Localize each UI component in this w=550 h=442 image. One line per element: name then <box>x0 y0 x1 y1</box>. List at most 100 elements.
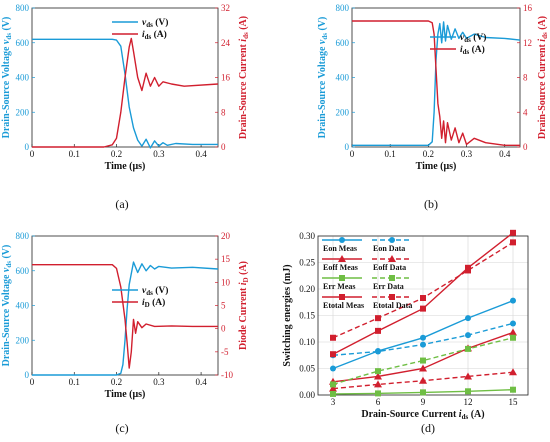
data-point-circle <box>375 348 381 355</box>
panel-c: 0 0.1 0.2 0.3 0.4 0 200 400 600 800 -10 -5 0 5 10 15 20 T… <box>1 231 250 435</box>
legend-label: ids (A) <box>460 44 485 56</box>
y-left-tick-label: 400 <box>16 301 30 311</box>
x-tick-label: 6 <box>376 397 381 407</box>
x-tick-label: 3 <box>331 397 336 407</box>
series-line-current <box>352 20 520 146</box>
data-point-square <box>510 239 516 246</box>
y-right-tick-label: 16 <box>221 73 231 83</box>
y-right-tick-label: 24 <box>221 38 231 48</box>
data-point-triangle <box>374 372 382 380</box>
legend-label: Eon Data <box>373 244 405 253</box>
y-right-tick-label: 12 <box>523 38 532 48</box>
data-point-square <box>465 345 471 352</box>
legend-label: Eoff Meas <box>323 263 358 272</box>
data-point-triangle <box>388 255 396 262</box>
data-point-square <box>420 295 426 302</box>
series-line-voltage <box>32 38 218 149</box>
x-tick-label: 0.2 <box>423 149 434 159</box>
y-right-tick-label: 10 <box>221 277 231 287</box>
y-tick-label: 0.25 <box>299 258 315 268</box>
data-point-circle <box>420 334 426 341</box>
y-tick-label: 0.20 <box>299 284 315 294</box>
data-point-square <box>330 381 336 388</box>
data-point-circle <box>510 297 516 304</box>
x-tick-label: 0.2 <box>111 149 122 159</box>
data-point-square <box>465 267 471 274</box>
x-tick-label: 12 <box>464 397 473 407</box>
y-right-tick-label: 4 <box>523 107 528 117</box>
legend-label: Err Data <box>373 282 404 291</box>
data-point-square <box>375 327 381 334</box>
panel-d: 3 6 9 12 15 0.00 0.05 0.10 0.15 0.20 0.25 0.30 Drain… <box>282 229 529 435</box>
y-right-tick-label: 0 <box>221 324 226 334</box>
x-tick-label: 9 <box>421 397 426 407</box>
legend-label: vds (V) <box>142 285 168 297</box>
x-tick-label: 0.3 <box>153 149 165 159</box>
data-point-square <box>375 315 381 322</box>
panel-label: (c) <box>115 421 128 435</box>
y-right-tick-label: 16 <box>523 3 533 13</box>
series-line-current <box>32 264 218 369</box>
data-point-triangle <box>509 368 517 376</box>
data-point-circle <box>465 315 471 322</box>
x-axis-label: Time (μs) <box>105 389 146 400</box>
x-axis-label: Time (μs) <box>416 161 457 172</box>
y-right-tick-label: 32 <box>221 3 230 13</box>
y-left-tick-label: 400 <box>336 73 350 83</box>
legend-label: Etotal Data <box>373 301 412 310</box>
data-point-triangle <box>464 372 472 380</box>
legend-label: iD (A) <box>142 297 165 309</box>
y-left-tick-label: 0 <box>25 142 30 152</box>
data-point-circle <box>465 332 471 339</box>
x-tick-label: 0.4 <box>195 377 207 387</box>
data-point-triangle <box>419 376 427 384</box>
y-left-tick-label: 200 <box>336 107 350 117</box>
legend-label: Err Meas <box>323 282 356 291</box>
y-left-tick-label: 600 <box>16 266 30 276</box>
y-right-tick-label: 15 <box>221 254 231 264</box>
y-left-tick-label: 800 <box>16 3 30 13</box>
x-tick-label: 0 <box>30 377 35 387</box>
panel-label: (b) <box>424 197 438 211</box>
y-left-axis-label: Drain-Source Voltage vds (V) <box>317 17 329 139</box>
x-axis-label: Drain-Source Current ids (A) <box>361 409 484 421</box>
y-right-tick-label: 20 <box>221 231 231 241</box>
y-tick-label: 0.10 <box>299 337 315 347</box>
x-tick-label: 15 <box>509 397 519 407</box>
y-left-tick-label: 0 <box>345 142 350 152</box>
data-point-triangle <box>338 255 346 262</box>
x-tick-label: 0.2 <box>111 377 122 387</box>
data-point-square <box>510 386 516 393</box>
plot-frame <box>31 235 219 376</box>
data-point-square <box>465 388 471 395</box>
data-point-square <box>420 389 426 396</box>
x-tick-label: 0 <box>350 149 355 159</box>
y-left-tick-label: 200 <box>16 107 30 117</box>
legend-label: Eon Meas <box>323 244 357 253</box>
panel-label: (a) <box>115 197 128 211</box>
series-line <box>332 337 514 386</box>
y-right-tick-label: 5 <box>221 301 226 311</box>
data-point-triangle <box>329 384 337 392</box>
data-point-circle <box>420 341 426 348</box>
x-axis-label: Time (μs) <box>105 161 146 172</box>
series-line-current <box>32 37 219 148</box>
x-tick-label: 0.3 <box>461 149 473 159</box>
data-point-square <box>420 305 426 312</box>
y-right-axis-label: Drain-Source Current ids (A) <box>238 16 250 139</box>
y-left-tick-label: 0 <box>25 370 30 380</box>
data-point-square <box>510 334 516 341</box>
data-point-circle <box>330 365 336 372</box>
data-point-square <box>375 390 381 397</box>
y-right-tick-label: -5 <box>221 347 229 357</box>
series-line-voltage <box>352 21 521 146</box>
legend-label: ids (A) <box>142 29 167 41</box>
y-tick-label: 0.15 <box>299 311 315 321</box>
legend-label: Eoff Data <box>373 263 406 272</box>
data-point-square <box>330 351 336 358</box>
y-left-axis-label: Drain-Source Voltage vds (V) <box>1 245 13 367</box>
legend-label: vds (V) <box>142 17 168 29</box>
y-left-tick-label: 400 <box>16 73 30 83</box>
legend-label: vds (V) <box>460 32 486 44</box>
